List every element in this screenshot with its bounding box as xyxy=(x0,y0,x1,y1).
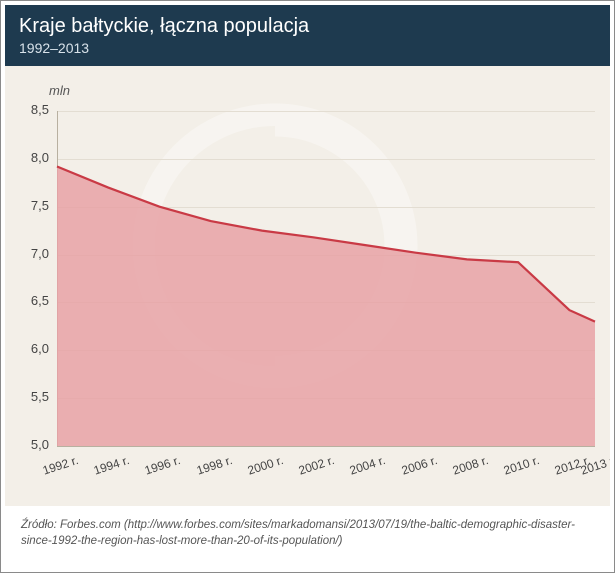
inner-container: Kraje bałtyckie, łączna populacja 1992–2… xyxy=(5,5,610,568)
x-tick-label: 1994 r. xyxy=(92,453,131,478)
x-tick-label: 2006 r. xyxy=(399,453,438,478)
chart-area: mln 5,05,56,06,57,07,58,08,5 1992 r.1994… xyxy=(5,66,610,506)
chart-title: Kraje bałtyckie, łączna populacja xyxy=(19,15,596,38)
x-tick-label: 2010 r. xyxy=(502,453,541,478)
x-tick-label: 2002 r. xyxy=(297,453,336,478)
chart-header: Kraje bałtyckie, łączna populacja 1992–2… xyxy=(5,5,610,66)
x-tick-label: 2004 r. xyxy=(348,453,387,478)
x-tick-label: 1998 r. xyxy=(195,453,234,478)
x-tick-label: 1992 r. xyxy=(41,453,80,478)
area-fill xyxy=(57,167,595,446)
chart-subtitle: 1992–2013 xyxy=(19,40,596,56)
area-plot xyxy=(5,66,597,448)
source-citation: Źródło: Forbes.com (http://www.forbes.co… xyxy=(5,506,610,549)
x-tick-label: 1996 r. xyxy=(143,453,182,478)
image-frame: Kraje bałtyckie, łączna populacja 1992–2… xyxy=(0,0,615,573)
x-tick-label: 2008 r. xyxy=(451,453,490,478)
x-tick-label: 2000 r. xyxy=(246,453,285,478)
